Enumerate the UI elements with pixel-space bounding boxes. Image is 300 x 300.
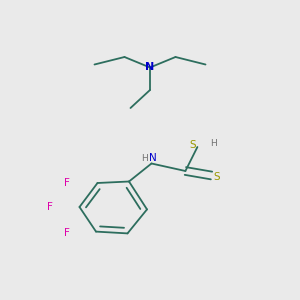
Text: F: F <box>64 178 70 188</box>
Text: S: S <box>190 140 196 150</box>
Text: N: N <box>149 153 157 163</box>
Text: N: N <box>146 62 154 73</box>
Text: H: H <box>141 154 147 163</box>
Text: F: F <box>47 202 53 212</box>
Text: H: H <box>210 139 217 148</box>
Text: S: S <box>214 172 220 182</box>
Text: F: F <box>64 227 70 238</box>
